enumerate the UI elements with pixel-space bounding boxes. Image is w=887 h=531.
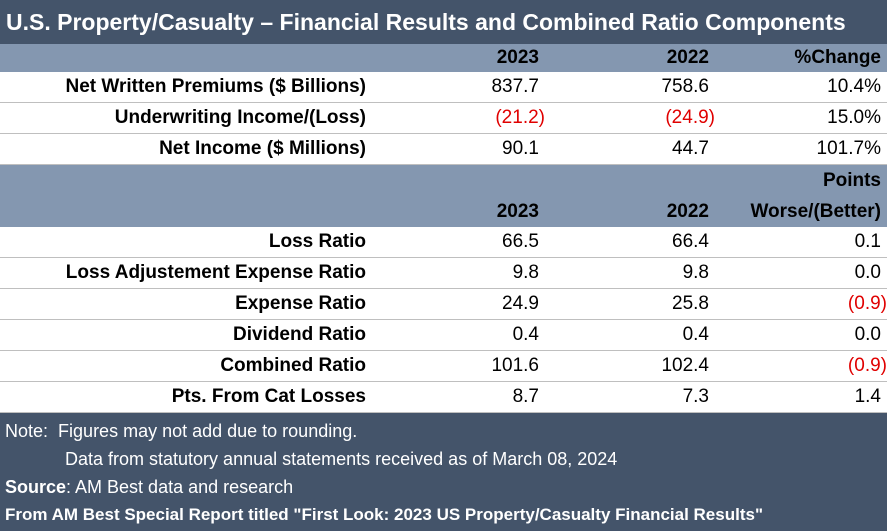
header-cell [0,164,372,196]
row-label: Combined Ratio [0,350,372,382]
cell: 102.4 [545,350,715,382]
cell: 101.6 [372,350,545,382]
cell: 8.7 [372,381,545,413]
cell: (0.9) [715,288,887,320]
note-line: Note: Figures may not add due to roundin… [5,419,887,447]
row-label: Net Written Premiums ($ Billions) [0,72,372,103]
row-label: Underwriting Income/(Loss) [0,102,372,134]
header-cell: 2022 [545,44,715,72]
cell: 15.0% [715,102,887,134]
header-cell: 2023 [372,44,545,72]
header-cell: Points [715,164,887,196]
data-row: Expense Ratio 24.9 25.8 (0.9) [0,288,887,320]
row-label: Expense Ratio [0,288,372,320]
cell: 66.5 [372,227,545,258]
cell: 758.6 [545,72,715,103]
data-row: Net Written Premiums ($ Billions) 837.7 75… [0,72,887,103]
header-cell: 2023 [372,196,545,227]
cell: 101.7% [715,133,887,165]
note: Figures may not add due to rounding. [58,421,358,441]
data-row: Combined Ratio 101.6 102.4 (0.9) [0,350,887,382]
header-cell: Worse/(Better) [715,196,887,227]
row-label: Dividend Ratio [0,319,372,351]
title: U.S. Property/Casualty – Financial Resul… [0,0,887,44]
data-row: Loss Ratio 66.5 66.4 0.1 [0,227,887,258]
header-cell [372,164,545,196]
header-row: 2023 2022 Worse/(Better) [0,196,887,227]
data-row: Net Income ($ Millions) 90.1 44.7 101.7% [0,133,887,165]
header-row: 2023 2022 %Change [0,44,887,72]
cell: 1.4 [715,381,887,413]
cell: 90.1 [372,133,545,165]
cell: (21.2) [372,102,545,134]
note: Data from statutory annual statements re… [65,449,618,469]
cell: 0.0 [715,319,887,351]
data-row: Dividend Ratio 0.4 0.4 0.0 [0,319,887,351]
cell: (24.9) [545,102,715,134]
cell: 25.8 [545,288,715,320]
footer: Note: Figures may not add due to roundin… [0,413,887,531]
source-text: : AM Best data and research [66,477,294,497]
cell: 0.1 [715,227,887,258]
data-row: Loss Adjustement Expense Ratio 9.8 9.8 0.0 [0,257,887,289]
data-row: Pts. From Cat Losses 8.7 7.3 1.4 [0,381,887,413]
cell: 0.0 [715,257,887,289]
cell: 10.4% [715,72,887,103]
report: From AM Best Special Report titled "Firs… [5,505,764,524]
cell: 837.7 [372,72,545,103]
cell: (0.9) [715,350,887,382]
header-row: Points [0,164,887,196]
cell: 24.9 [372,288,545,320]
cell: 9.8 [372,257,545,289]
row-label: Pts. From Cat Losses [0,381,372,413]
cell: 66.4 [545,227,715,258]
header-cell: %Change [715,44,887,72]
cell: 44.7 [545,133,715,165]
source-line: Source: AM Best data and research [5,475,887,503]
cell: 9.8 [545,257,715,289]
row-label: Loss Ratio [0,227,372,258]
results-table: 2023 2022 %Change Net Written Premiums ($ B… [0,44,887,413]
source-label: Source [5,477,67,497]
data-row: Underwriting Income/(Loss) (21.2) (24.9) 15… [0,102,887,134]
note-label: Note: [5,421,49,441]
note-line: Data from statutory annual statements re… [5,447,887,475]
header-cell [545,164,715,196]
header-cell [0,196,372,227]
cell: 0.4 [545,319,715,351]
cell: 7.3 [545,381,715,413]
header-cell: 2022 [545,196,715,227]
row-label: Net Income ($ Millions) [0,133,372,165]
header-cell [0,44,372,72]
row-label: Loss Adjustement Expense Ratio [0,257,372,289]
cell: 0.4 [372,319,545,351]
